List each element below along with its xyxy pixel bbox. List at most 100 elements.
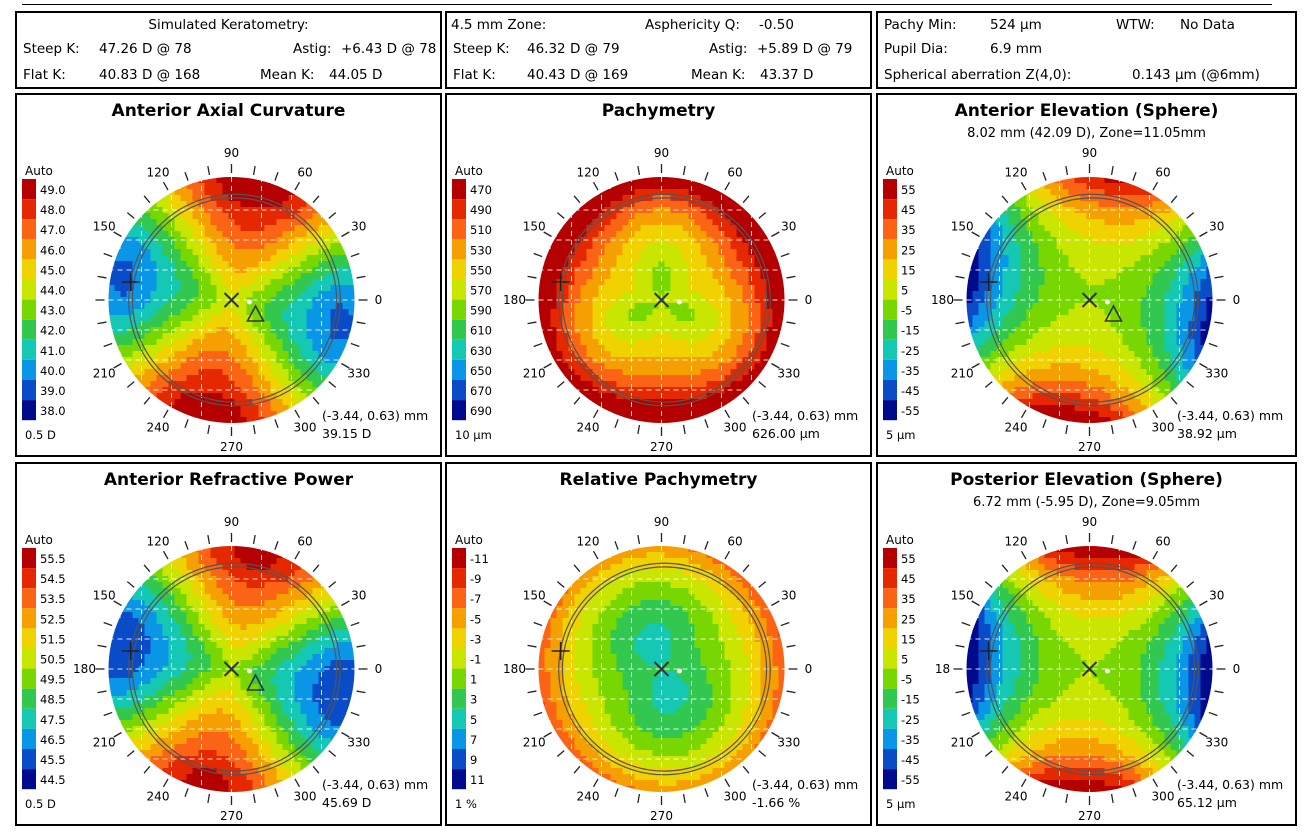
- map-cell: [706, 195, 714, 202]
- map-cell: [312, 345, 320, 352]
- map-cell: [162, 273, 170, 280]
- map-cell: [1104, 183, 1112, 190]
- angle-tick: [742, 195, 750, 204]
- map-cell: [1098, 279, 1106, 286]
- map-cell: [1122, 231, 1130, 238]
- map-cell: [192, 570, 200, 577]
- map-cell: [978, 285, 986, 292]
- map-cell: [1032, 387, 1040, 394]
- map-cell: [108, 261, 116, 268]
- map-cell: [240, 570, 248, 577]
- map-cell: [676, 327, 684, 334]
- scale-label: 690: [470, 404, 492, 418]
- map-cell: [1026, 315, 1034, 322]
- map-cell: [270, 249, 278, 256]
- map-cell: [724, 243, 732, 250]
- map-cell: [180, 351, 188, 358]
- zone-flat-k-value: 40.43 D @ 169: [527, 67, 629, 83]
- map-cell: [978, 315, 986, 322]
- map-cell: [174, 369, 182, 376]
- map-cell: [682, 345, 690, 352]
- map-cell: [1074, 399, 1082, 406]
- map-cell: [186, 219, 194, 226]
- map-cell: [580, 285, 588, 292]
- map-cell: [1092, 255, 1100, 262]
- map-cell: [1158, 255, 1166, 262]
- map-cell: [610, 213, 618, 220]
- map-cell: [1164, 231, 1172, 238]
- map-cell: [258, 405, 266, 412]
- map-cell: [1032, 327, 1040, 334]
- map-cell: [580, 339, 588, 346]
- map-cell: [984, 273, 992, 280]
- map-cell: [592, 243, 600, 250]
- map-cell: [264, 642, 272, 649]
- map-cell: [640, 303, 648, 310]
- map-cell: [318, 630, 326, 637]
- map-cell: [132, 285, 140, 292]
- map-cell: [246, 327, 254, 334]
- map-cell: [676, 357, 684, 364]
- map-cell: [138, 261, 146, 268]
- map-cell: [192, 225, 200, 232]
- map-cell: [1098, 351, 1106, 358]
- map-cell: [978, 357, 986, 364]
- map-cell: [556, 333, 564, 340]
- apex-triangle: [246, 304, 265, 322]
- map-cell: [246, 576, 254, 583]
- map-cell: [760, 369, 768, 376]
- map-cell: [1002, 363, 1010, 370]
- map-cell: [246, 237, 254, 244]
- map-cell: [318, 225, 326, 232]
- map-cell: [294, 612, 302, 619]
- angle-tick: [527, 275, 537, 279]
- map-cell: [156, 309, 164, 316]
- map-cell: [736, 303, 744, 310]
- map-cell: [640, 375, 648, 382]
- map-cell: [1050, 183, 1058, 190]
- map-cell: [186, 291, 194, 298]
- map-cell: [132, 333, 140, 340]
- map-cell: [778, 285, 785, 292]
- map-cell: [300, 393, 308, 400]
- map-cell: [282, 333, 290, 340]
- map-cell: [1170, 219, 1178, 226]
- map-cell: [700, 315, 708, 322]
- map-cell: [1062, 189, 1070, 196]
- map-cell: [1062, 195, 1070, 202]
- map-cell: [694, 387, 702, 394]
- map-cell: [1098, 399, 1106, 406]
- map-cell: [264, 405, 272, 412]
- map-cell: [186, 594, 194, 601]
- map-cell: [1032, 339, 1040, 346]
- map-cell: [1134, 273, 1142, 280]
- map-cell: [252, 231, 260, 238]
- map-cell: [634, 333, 642, 340]
- map-cell: [1020, 249, 1028, 256]
- map-cell: [1140, 297, 1148, 304]
- map-cell: [1152, 303, 1160, 310]
- map-cell: [180, 261, 188, 268]
- scale-swatch: [883, 319, 897, 340]
- map-cell: [556, 369, 564, 376]
- map-cell: [294, 291, 302, 298]
- map-cell: [966, 321, 974, 328]
- map-cell: [306, 339, 314, 346]
- map-cell: [658, 243, 666, 250]
- map-cell: [210, 564, 218, 571]
- map-cell: [156, 387, 164, 394]
- zone-steep-k-label: Steep K:: [453, 41, 510, 57]
- map-cell: [1098, 225, 1106, 232]
- map-cell: [634, 279, 642, 286]
- map-cell: [216, 546, 224, 553]
- map-cell: [1158, 261, 1166, 268]
- map-cell: [1122, 195, 1130, 202]
- map-cell: [640, 315, 648, 322]
- map-cell: [336, 333, 344, 340]
- map-cell: [1068, 315, 1076, 322]
- map-cell: [1020, 375, 1028, 382]
- map-cell: [270, 363, 278, 370]
- map-cell: [1062, 363, 1070, 370]
- map-cell: [1092, 225, 1100, 232]
- map-cell: [126, 612, 134, 619]
